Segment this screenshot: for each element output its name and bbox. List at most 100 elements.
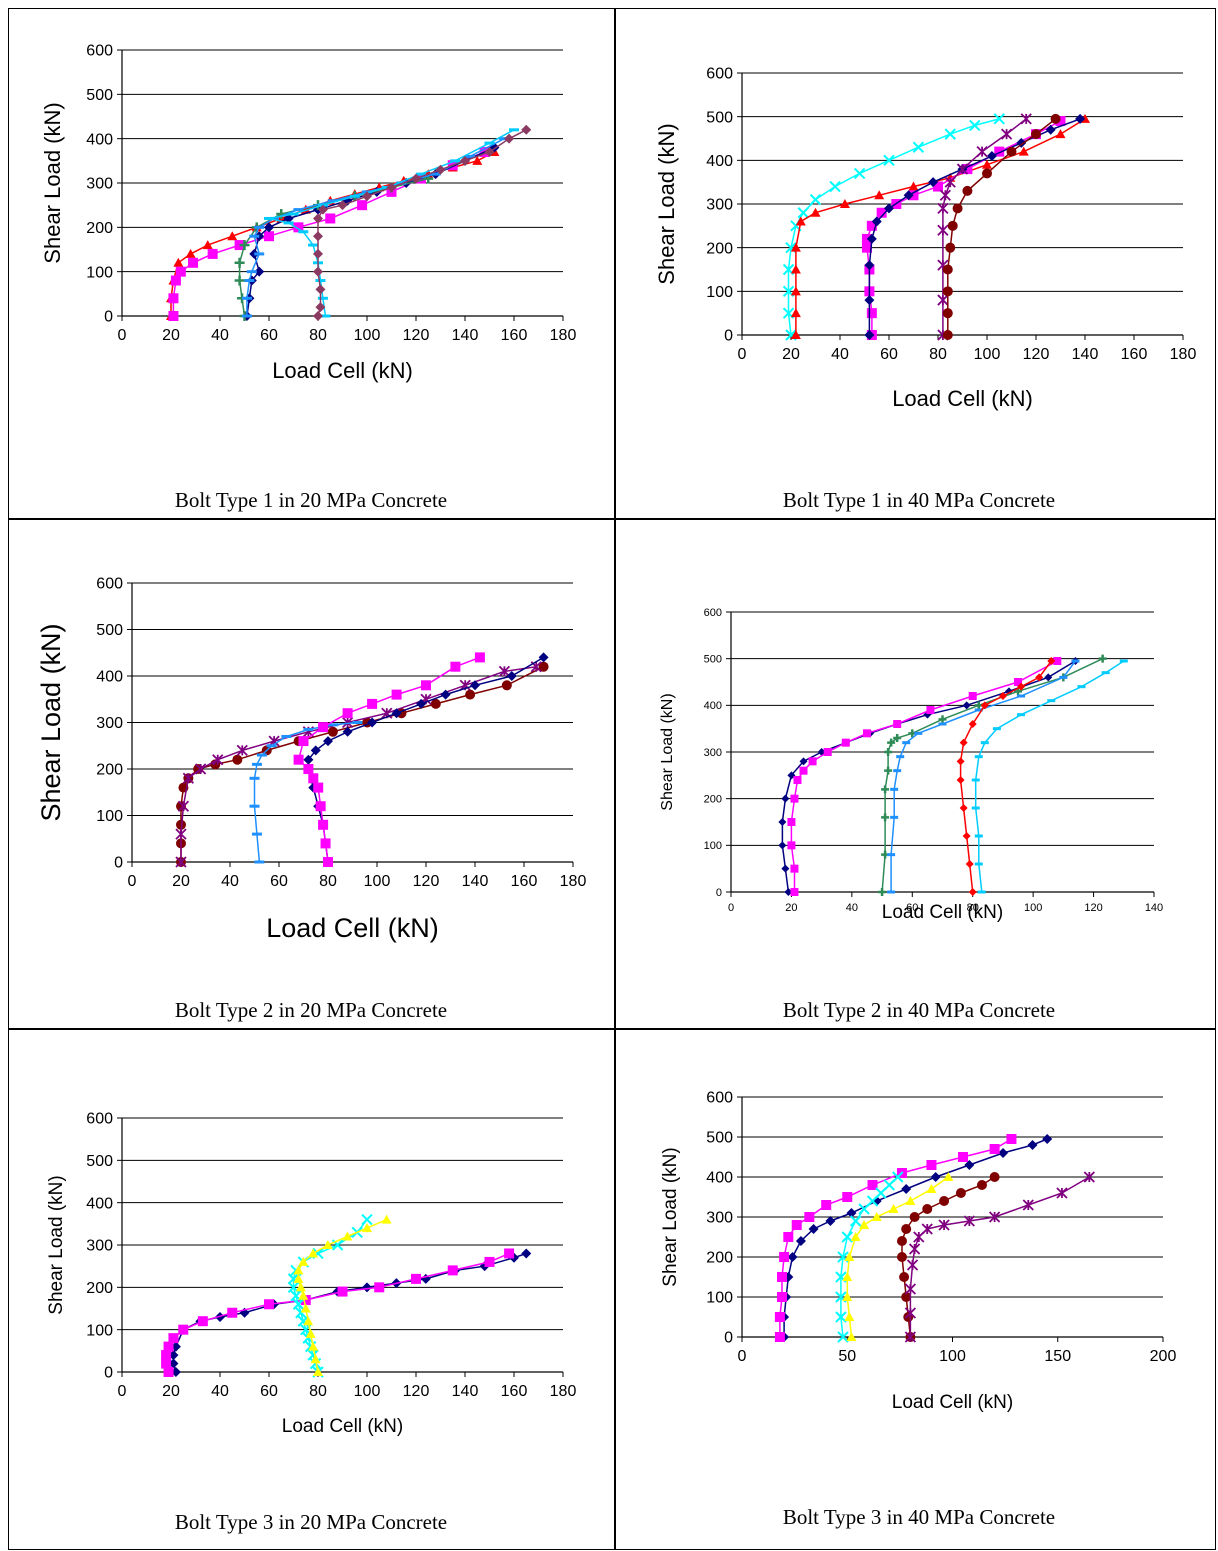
- data-point: [884, 766, 893, 775]
- data-point: [778, 818, 787, 826]
- data-point: [849, 1215, 862, 1227]
- x-axis-label: Load Cell (kN): [882, 902, 1003, 923]
- data-point: [982, 168, 992, 179]
- x-tick-label: 160: [501, 1383, 528, 1400]
- data-point: [781, 864, 790, 873]
- chart-5: 0 100 200 300 400 500 600 0 20 40 60 80 100 120 140 160…: [46, 1111, 576, 1437]
- data-point: [968, 692, 977, 700]
- data-point: [969, 119, 981, 132]
- data-point: [264, 231, 274, 242]
- series-1: [168, 1248, 532, 1377]
- data-point: [781, 794, 790, 803]
- series-5: [956, 657, 1056, 896]
- data-point: [864, 295, 875, 306]
- data-point: [874, 190, 885, 200]
- data-point: [352, 721, 363, 724]
- data-point: [795, 216, 806, 226]
- data-point: [308, 243, 319, 247]
- series-7: [313, 124, 532, 321]
- data-point: [300, 1303, 311, 1313]
- data-point: [871, 216, 882, 227]
- data-point: [829, 180, 841, 193]
- data-point: [982, 159, 992, 169]
- data-point: [790, 794, 799, 803]
- y-tick-label: 500: [706, 1130, 733, 1147]
- series-4: [234, 173, 434, 321]
- y-tick-label: 0: [104, 1365, 113, 1382]
- x-axis-label: Load Cell (kN): [266, 913, 439, 943]
- data-point: [320, 314, 331, 318]
- data-point: [168, 293, 179, 304]
- series-1: [779, 1134, 1053, 1342]
- data-point: [952, 203, 963, 214]
- data-point: [974, 862, 983, 866]
- x-tick-label: 0: [118, 327, 127, 344]
- data-point: [450, 661, 461, 672]
- data-point: [293, 1265, 304, 1275]
- series-2: [175, 661, 542, 868]
- x-tick-label: 80: [929, 346, 947, 363]
- data-point: [998, 692, 1007, 700]
- x-tick-label: 120: [413, 873, 440, 890]
- data-point: [241, 314, 252, 318]
- y-tick-label: 300: [704, 747, 722, 759]
- y-tick-label: 200: [96, 762, 123, 779]
- caption-2: Bolt Type 1 in 40 MPa Concrete: [782, 488, 1056, 512]
- y-axis-label: Shear Load (kN): [660, 1147, 681, 1286]
- x-tick-label: 0: [738, 1348, 747, 1365]
- x-tick-label: 140: [452, 327, 479, 344]
- data-point: [774, 1312, 785, 1322]
- data-point: [1098, 654, 1107, 663]
- data-point: [170, 275, 181, 286]
- data-point: [293, 754, 304, 765]
- series-line: [297, 1218, 387, 1373]
- data-point: [415, 172, 426, 176]
- data-point: [182, 772, 194, 784]
- data-point: [887, 738, 896, 747]
- data-point: [893, 720, 902, 728]
- data-point: [938, 722, 947, 726]
- data-point: [538, 652, 549, 663]
- data-point: [901, 1292, 912, 1302]
- data-point: [506, 671, 517, 681]
- data-point: [362, 1282, 372, 1293]
- y-tick-label: 200: [86, 220, 113, 237]
- data-point: [194, 763, 207, 775]
- series-line: [297, 656, 481, 863]
- data-point: [303, 764, 314, 774]
- data-point: [790, 308, 801, 318]
- data-point: [498, 665, 511, 677]
- series-5: [896, 1172, 1000, 1342]
- series-5: [293, 652, 485, 867]
- data-point: [337, 1286, 348, 1297]
- x-tick-label: 60: [260, 327, 278, 344]
- data-point: [315, 302, 326, 313]
- data-point: [264, 1299, 274, 1310]
- y-tick-label: 200: [706, 1250, 733, 1267]
- data-point: [962, 832, 971, 840]
- series-4: [887, 659, 1080, 894]
- data-point: [227, 231, 238, 241]
- data-point: [232, 754, 243, 765]
- data-point: [298, 1290, 309, 1300]
- data-point: [956, 757, 965, 766]
- x-tick-label: 40: [221, 873, 239, 890]
- data-point: [303, 754, 314, 765]
- data-point: [1055, 129, 1066, 139]
- data-point: [1055, 116, 1066, 127]
- data-point: [787, 771, 796, 780]
- data-point: [168, 311, 179, 321]
- data-point: [881, 813, 890, 822]
- series-line: [180, 666, 544, 862]
- data-point: [835, 1311, 847, 1323]
- data-point: [959, 804, 968, 812]
- data-point: [293, 1273, 304, 1283]
- data-point: [810, 207, 821, 217]
- y-tick-label: 200: [704, 794, 722, 806]
- data-point: [930, 1172, 941, 1182]
- data-point: [790, 864, 799, 873]
- data-point: [947, 220, 958, 231]
- data-point: [844, 1312, 855, 1321]
- data-point: [292, 1298, 305, 1310]
- data-point: [361, 1213, 373, 1226]
